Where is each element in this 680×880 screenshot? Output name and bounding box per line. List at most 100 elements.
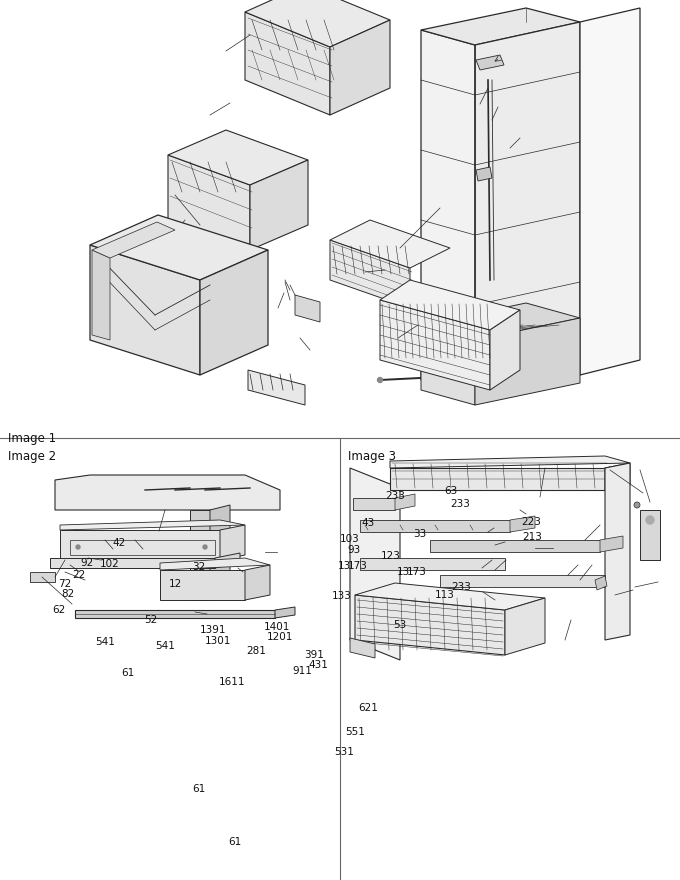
Polygon shape [92,222,175,258]
Text: 62: 62 [52,605,65,615]
Text: 72: 72 [58,579,71,590]
Polygon shape [168,130,308,185]
Polygon shape [245,565,270,600]
Text: 33: 33 [413,529,426,539]
Polygon shape [421,8,580,45]
Polygon shape [168,155,250,250]
Polygon shape [430,540,600,552]
Polygon shape [60,530,220,560]
Text: 391: 391 [305,649,324,660]
Polygon shape [295,295,320,322]
Polygon shape [355,595,505,655]
Polygon shape [215,553,240,568]
Polygon shape [350,468,400,660]
Text: 123: 123 [381,551,401,561]
Polygon shape [30,572,55,582]
Text: 93: 93 [347,545,360,555]
Polygon shape [490,310,520,390]
Text: 32: 32 [192,561,205,572]
Text: 63: 63 [445,486,458,496]
Polygon shape [380,280,520,330]
Text: 61: 61 [228,837,241,847]
Text: 1391: 1391 [200,625,226,635]
Polygon shape [353,498,395,510]
Polygon shape [640,510,660,560]
Text: 1301: 1301 [205,635,231,646]
Circle shape [377,378,382,383]
Polygon shape [210,505,230,600]
Polygon shape [360,558,505,570]
Polygon shape [92,250,110,340]
Text: 233: 233 [452,582,471,592]
Text: Image 2: Image 2 [8,450,56,463]
Polygon shape [330,20,390,115]
Polygon shape [476,55,504,70]
Polygon shape [440,575,605,587]
Text: 113: 113 [435,590,455,600]
Text: 233: 233 [450,499,470,510]
Polygon shape [605,463,630,640]
Text: 1401: 1401 [264,621,290,632]
Polygon shape [355,583,545,610]
Text: Image 3: Image 3 [348,450,396,463]
Polygon shape [580,8,640,375]
Text: 173: 173 [347,561,367,571]
Text: 133: 133 [332,590,352,601]
Circle shape [203,545,207,549]
Polygon shape [220,525,245,560]
Text: 1611: 1611 [219,677,245,687]
Text: 12: 12 [169,579,182,590]
Polygon shape [200,250,268,375]
Polygon shape [421,325,475,405]
Polygon shape [476,167,492,181]
Polygon shape [390,468,605,490]
Polygon shape [475,318,580,405]
Polygon shape [595,576,607,590]
Polygon shape [90,215,268,280]
Polygon shape [245,0,390,47]
Text: 281: 281 [246,646,266,656]
Text: 173: 173 [407,567,426,577]
Text: 541: 541 [95,637,115,648]
Text: 13: 13 [338,561,351,571]
Text: 61: 61 [121,668,134,678]
Circle shape [634,502,640,508]
Text: 42: 42 [112,538,125,548]
Text: 82: 82 [61,589,74,599]
Polygon shape [395,494,415,510]
Polygon shape [75,610,275,618]
Polygon shape [390,456,630,468]
Polygon shape [510,516,535,532]
Text: 213: 213 [522,532,542,542]
Text: 61: 61 [192,784,205,795]
Circle shape [646,516,654,524]
Polygon shape [160,570,245,600]
Text: 431: 431 [309,660,328,671]
Text: 531: 531 [335,746,354,757]
Polygon shape [190,510,210,600]
Text: 541: 541 [155,641,175,651]
Text: 621: 621 [358,702,378,713]
Polygon shape [421,303,580,340]
Polygon shape [245,12,330,115]
Text: Image 1: Image 1 [8,432,56,445]
Polygon shape [55,475,280,510]
Polygon shape [380,300,490,390]
Polygon shape [330,240,410,308]
Polygon shape [421,30,475,395]
Text: 22: 22 [72,569,85,580]
Text: 233: 233 [386,491,405,502]
Text: 92: 92 [80,558,93,568]
Polygon shape [250,160,308,250]
Polygon shape [475,22,580,395]
Polygon shape [90,245,200,375]
Text: 52: 52 [144,615,157,626]
Text: 223: 223 [521,517,541,527]
Circle shape [76,545,80,549]
Polygon shape [505,598,545,655]
Polygon shape [50,558,215,568]
Text: 911: 911 [292,665,312,676]
Text: 551: 551 [345,727,365,737]
Polygon shape [275,607,295,618]
Polygon shape [360,520,510,532]
